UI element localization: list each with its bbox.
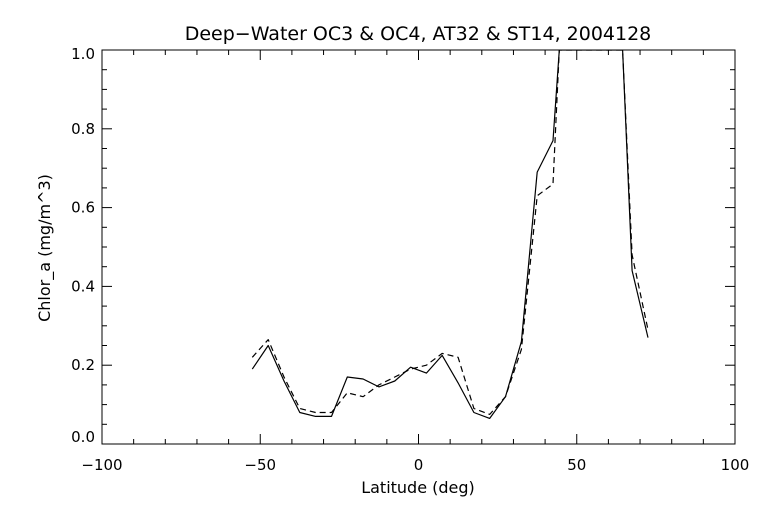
y-tick-label: 0.6 — [71, 199, 95, 217]
x-tick-label: 50 — [567, 456, 586, 474]
x-tick-label: 0 — [414, 456, 424, 474]
x-tick-label: 100 — [721, 456, 750, 474]
y-tick-label: 0.0 — [71, 428, 95, 446]
chart-title: Deep−Water OC3 & OC4, AT32 & ST14, 20041… — [185, 23, 652, 45]
plot-area: −100 −50 0 50 100 0.0 0.2 0.4 0.6 0.8 1.0 — [71, 45, 749, 474]
x-axis-label: Latitude (deg) — [361, 478, 475, 497]
y-tick-label: 1.0 — [71, 45, 95, 63]
x-tick-label: −100 — [81, 456, 122, 474]
series-line-solid — [251, 50, 649, 419]
y-tick-label: 0.2 — [71, 356, 95, 374]
x-tick-label: −50 — [244, 456, 276, 474]
y-tick-label: 0.8 — [71, 120, 95, 138]
y-tick-label: 0.4 — [71, 277, 95, 295]
series-line-dashed — [251, 50, 649, 415]
y-axis-label: Chlor_a (mg/m^3) — [35, 174, 55, 322]
